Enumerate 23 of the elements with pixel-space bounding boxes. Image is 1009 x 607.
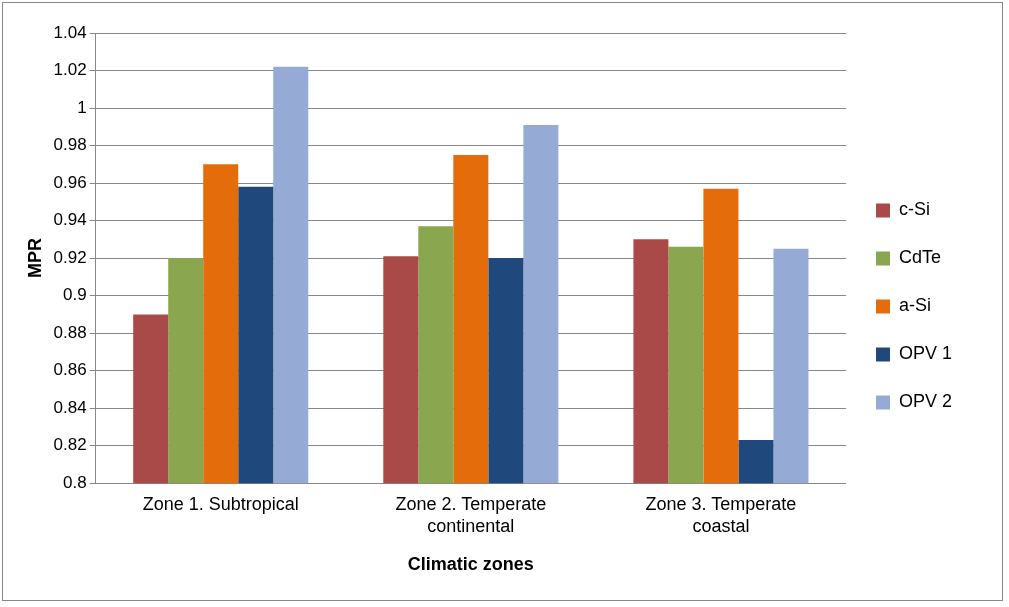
- y-tick-label: 1.04: [53, 22, 87, 42]
- x-tick-label: Zone 3. Temperate coastal: [645, 493, 797, 536]
- y-tick-label: 0.84: [53, 397, 87, 417]
- legend-label: CdTe: [898, 247, 942, 268]
- y-tick-label: 0.98: [53, 135, 87, 155]
- y-tick-label: 0.92: [53, 247, 87, 267]
- y-tick-label: 0.8: [63, 472, 87, 492]
- y-tick-label: 0.9: [63, 285, 87, 305]
- legend-label: c-Si: [898, 199, 930, 220]
- x-tick-label: Zone 1. Subtropical: [142, 493, 299, 514]
- y-tick-label: 0.94: [53, 210, 87, 230]
- y-tick-label: 0.96: [53, 172, 87, 192]
- y-axis-title: MPR: [24, 238, 45, 279]
- x-tick-label: Zone 2. Temperate continental: [395, 493, 547, 536]
- y-tick-label: 0.82: [53, 435, 87, 455]
- legend-label: a-Si: [898, 295, 931, 316]
- legend-label: OPV 2: [898, 391, 953, 412]
- y-tick-label: 1.02: [53, 60, 87, 80]
- y-tick-label: 0.86: [53, 360, 87, 380]
- legend-label: OPV 1: [898, 343, 953, 364]
- x-axis-title: Climatic zones: [407, 554, 534, 575]
- y-tick-label: 0.88: [53, 322, 87, 342]
- y-tick-label: 1: [77, 97, 87, 117]
